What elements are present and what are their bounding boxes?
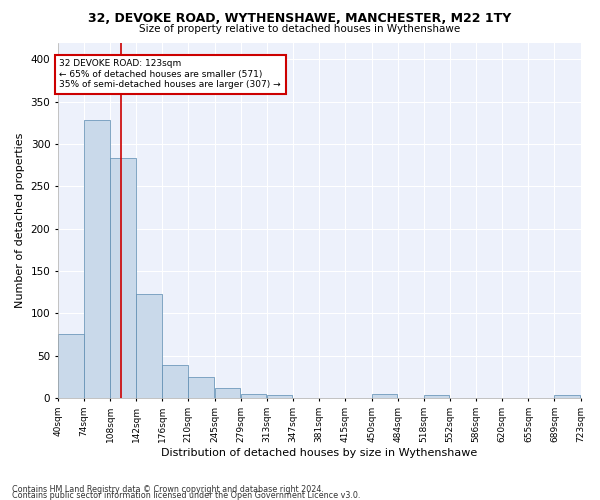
Bar (58, 334, 83, 398)
Bar (162, 365, 188, 398)
Bar (267, 394, 292, 398)
Bar (84, 120, 110, 398)
X-axis label: Distribution of detached houses by size in Wythenshawe: Distribution of detached houses by size … (161, 448, 478, 458)
Y-axis label: Number of detached properties: Number of detached properties (15, 132, 25, 308)
Text: Contains public sector information licensed under the Open Government Licence v3: Contains public sector information licen… (12, 491, 361, 500)
Bar (110, 158, 136, 398)
Bar (371, 394, 397, 398)
Bar (188, 377, 214, 398)
Bar (424, 394, 449, 398)
Bar (136, 294, 161, 398)
Bar (241, 394, 266, 398)
Bar (554, 396, 580, 398)
Text: 32, DEVOKE ROAD, WYTHENSHAWE, MANCHESTER, M22 1TY: 32, DEVOKE ROAD, WYTHENSHAWE, MANCHESTER… (88, 12, 512, 26)
Bar (215, 388, 241, 398)
Text: Size of property relative to detached houses in Wythenshawe: Size of property relative to detached ho… (139, 24, 461, 34)
Text: 32 DEVOKE ROAD: 123sqm
← 65% of detached houses are smaller (571)
35% of semi-de: 32 DEVOKE ROAD: 123sqm ← 65% of detached… (59, 60, 281, 89)
Text: Contains HM Land Registry data © Crown copyright and database right 2024.: Contains HM Land Registry data © Crown c… (12, 485, 324, 494)
